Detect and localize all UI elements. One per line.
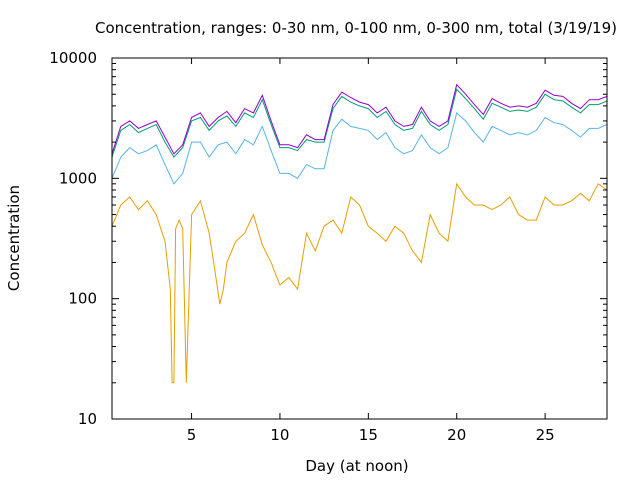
series-line-1 — [111, 182, 608, 384]
chart-title: Concentration, ranges: 0-30 nm, 0-100 nm… — [95, 19, 617, 37]
series-line-3 — [111, 88, 608, 158]
plot-frame — [111, 57, 608, 420]
y-tick-label: 10000 — [49, 49, 97, 67]
y-tick-label: 1000 — [59, 169, 97, 187]
x-axis-label: Day (at noon) — [305, 457, 408, 475]
x-tick-label: 10 — [270, 426, 289, 444]
y-axis-label: Concentration — [5, 185, 23, 291]
series-line-2 — [111, 111, 608, 185]
series-line-4 — [111, 83, 608, 155]
x-tick-label: 25 — [536, 426, 555, 444]
x-tick-label: 5 — [187, 426, 197, 444]
series-layer — [111, 83, 608, 384]
x-tick-label: 15 — [359, 426, 378, 444]
x-tick-label: 20 — [447, 426, 466, 444]
y-tick-label: 10 — [78, 410, 97, 428]
y-tick-label: 100 — [68, 290, 97, 308]
